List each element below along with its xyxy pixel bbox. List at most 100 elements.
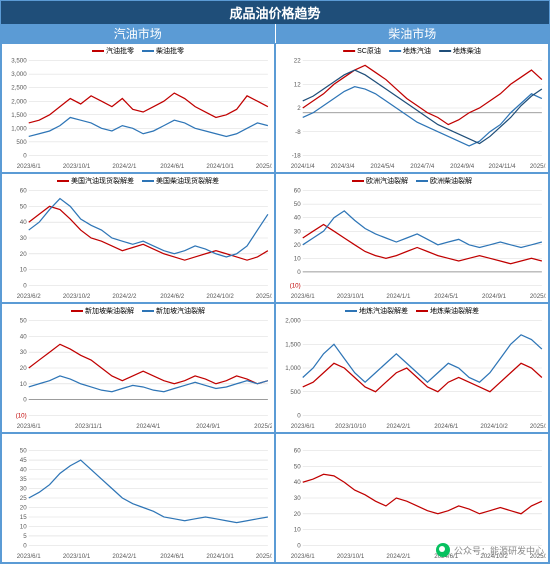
svg-text:2023/6/1: 2023/6/1 xyxy=(17,553,42,560)
svg-text:2024/6/1: 2024/6/1 xyxy=(160,553,185,560)
svg-text:2023/6/2: 2023/6/2 xyxy=(17,293,42,300)
svg-text:60: 60 xyxy=(20,188,27,195)
legend-item: 地炼汽油裂解差 xyxy=(345,306,408,316)
chart-svg: 051015202530354045502023/6/12023/10/1202… xyxy=(4,436,272,560)
dashboard: 成品油价格趋势 汽油市场 柴油市场 汽油批零柴油批零05001,0001,500… xyxy=(0,0,550,564)
svg-text:40: 40 xyxy=(20,219,27,226)
legend-item: 地炼汽油 xyxy=(389,46,431,56)
svg-text:2024/2/1: 2024/2/1 xyxy=(112,553,137,560)
svg-text:15: 15 xyxy=(20,514,27,521)
chart-svg: 01020304050602023/6/22023/10/22024/2/220… xyxy=(4,176,272,300)
svg-text:2024/9/4: 2024/9/4 xyxy=(450,163,475,170)
chart-svg: 05001,0001,5002,0002,5003,0003,5002023/6… xyxy=(4,46,272,170)
svg-text:1,500: 1,500 xyxy=(11,112,27,119)
svg-text:10: 10 xyxy=(294,527,301,534)
svg-text:2024/5/1: 2024/5/1 xyxy=(434,293,459,300)
svg-text:25: 25 xyxy=(20,495,27,502)
svg-text:2023/6/1: 2023/6/1 xyxy=(291,423,316,430)
chart-svg: 05001,0001,5002,0002023/6/12023/10/10202… xyxy=(278,306,546,430)
svg-text:(10): (10) xyxy=(16,412,27,419)
svg-text:40: 40 xyxy=(20,333,27,340)
svg-text:0: 0 xyxy=(23,397,27,404)
svg-text:-18: -18 xyxy=(292,152,301,159)
legend: 欧洲汽油裂解欧洲柴油裂解 xyxy=(350,176,474,186)
svg-text:2024/7/4: 2024/7/4 xyxy=(410,163,435,170)
legend: 美国汽油现货裂解差美国柴油现货裂解差 xyxy=(55,176,221,186)
svg-text:10: 10 xyxy=(294,255,301,262)
chart-cell-1: SC原油地炼汽油地炼柴油-18-8212222024/1/42024/3/420… xyxy=(275,43,549,173)
svg-text:40: 40 xyxy=(294,215,301,222)
svg-text:0: 0 xyxy=(23,282,27,289)
svg-text:2024/10/1: 2024/10/1 xyxy=(206,553,234,560)
svg-text:20: 20 xyxy=(294,511,301,518)
svg-text:2024/3/4: 2024/3/4 xyxy=(331,163,356,170)
chart-svg: -18-8212222024/1/42024/3/42024/5/42024/7… xyxy=(278,46,546,170)
svg-text:2024/11/4: 2024/11/4 xyxy=(489,163,517,170)
svg-text:2024/4/1: 2024/4/1 xyxy=(136,423,161,430)
legend-item: 美国汽油现货裂解差 xyxy=(57,176,134,186)
chart-svg: (10)01020304050602023/6/12023/10/12024/1… xyxy=(278,176,546,300)
svg-text:60: 60 xyxy=(294,448,301,455)
svg-text:2024/2/1: 2024/2/1 xyxy=(386,423,411,430)
svg-text:2023/10/10: 2023/10/10 xyxy=(335,423,366,430)
svg-text:35: 35 xyxy=(20,476,27,483)
svg-text:2025/2/1: 2025/2/1 xyxy=(256,553,272,560)
svg-text:2,000: 2,000 xyxy=(285,318,301,325)
svg-text:1,500: 1,500 xyxy=(285,341,301,348)
svg-text:2023/6/1: 2023/6/1 xyxy=(17,423,42,430)
svg-text:2023/10/2: 2023/10/2 xyxy=(63,293,91,300)
main-title: 成品油价格趋势 xyxy=(1,1,549,24)
legend-item: 欧洲柴油裂解 xyxy=(416,176,472,186)
svg-text:50: 50 xyxy=(294,201,301,208)
legend-item: 地炼柴油 xyxy=(439,46,481,56)
svg-text:12: 12 xyxy=(294,81,301,88)
svg-text:2023/10/1: 2023/10/1 xyxy=(337,553,365,560)
legend-item: 柴油批零 xyxy=(142,46,184,56)
svg-text:2023/11/1: 2023/11/1 xyxy=(75,423,103,430)
svg-text:10: 10 xyxy=(20,524,27,531)
chart-cell-2: 美国汽油现货裂解差美国柴油现货裂解差01020304050602023/6/22… xyxy=(1,173,275,303)
chart-cell-0: 汽油批零柴油批零05001,0001,5002,0002,5003,0003,5… xyxy=(1,43,275,173)
svg-text:2024/10/2: 2024/10/2 xyxy=(480,423,508,430)
svg-text:2023/6/1: 2023/6/1 xyxy=(17,163,42,170)
svg-text:2,000: 2,000 xyxy=(11,98,27,105)
svg-text:2,500: 2,500 xyxy=(11,85,27,92)
svg-text:(10): (10) xyxy=(290,282,301,289)
svg-text:2024/9/1: 2024/9/1 xyxy=(196,423,221,430)
svg-text:20: 20 xyxy=(294,242,301,249)
svg-text:30: 30 xyxy=(294,228,301,235)
chart-svg: (10)010203040502023/6/12023/11/12024/4/1… xyxy=(4,306,272,430)
svg-text:-8: -8 xyxy=(295,129,301,136)
footer-text: 公众号：能源研发中心 xyxy=(454,544,544,557)
svg-text:2023/6/1: 2023/6/1 xyxy=(291,293,316,300)
chart-cell-6: 051015202530354045502023/6/12023/10/1202… xyxy=(1,433,275,563)
svg-text:30: 30 xyxy=(20,235,27,242)
svg-text:2025/1/4: 2025/1/4 xyxy=(530,163,546,170)
footer: 公众号：能源研发中心 xyxy=(436,543,544,557)
svg-text:2024/6/1: 2024/6/1 xyxy=(434,423,459,430)
svg-text:2024/10/2: 2024/10/2 xyxy=(206,293,234,300)
svg-text:2024/6/1: 2024/6/1 xyxy=(160,163,185,170)
legend: 汽油批零柴油批零 xyxy=(90,46,186,56)
chart-cell-4: 新加坡柴油裂解新加坡汽油裂解(10)010203040502023/6/1202… xyxy=(1,303,275,433)
svg-text:2025/2/1: 2025/2/1 xyxy=(256,163,272,170)
svg-text:2024/5/4: 2024/5/4 xyxy=(370,163,395,170)
svg-text:60: 60 xyxy=(294,188,301,195)
legend-item: 欧洲汽油裂解 xyxy=(352,176,408,186)
svg-text:2024/2/1: 2024/2/1 xyxy=(112,163,137,170)
svg-text:2023/10/1: 2023/10/1 xyxy=(63,553,91,560)
svg-text:40: 40 xyxy=(294,479,301,486)
svg-text:30: 30 xyxy=(20,349,27,356)
svg-text:10: 10 xyxy=(20,381,27,388)
svg-text:50: 50 xyxy=(20,203,27,210)
svg-text:2: 2 xyxy=(297,105,301,112)
chart-grid: 汽油批零柴油批零05001,0001,5002,0002,5003,0003,5… xyxy=(1,43,549,563)
svg-text:45: 45 xyxy=(20,457,27,464)
svg-text:20: 20 xyxy=(20,251,27,258)
svg-text:2025/2/1: 2025/2/1 xyxy=(530,293,546,300)
svg-text:20: 20 xyxy=(20,365,27,372)
wechat-icon xyxy=(436,543,450,557)
legend-item: SC原油 xyxy=(343,46,381,56)
legend: 地炼汽油裂解差地炼柴油裂解差 xyxy=(343,306,481,316)
svg-text:500: 500 xyxy=(290,389,301,396)
